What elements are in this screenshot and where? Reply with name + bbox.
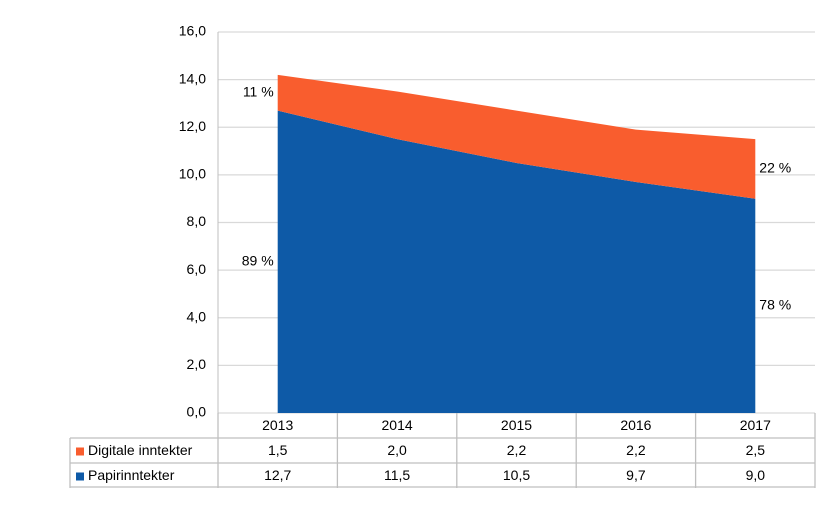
y-tick-label: 6,0 <box>187 261 207 277</box>
share-label: 78 % <box>759 297 791 313</box>
table-value: 2,5 <box>746 442 766 458</box>
table-value: 11,5 <box>384 467 410 483</box>
legend-swatch <box>76 472 84 481</box>
share-label: 89 % <box>242 252 274 268</box>
table-value: 12,7 <box>264 467 291 483</box>
y-tick-label: 10,0 <box>179 166 206 182</box>
x-tick-label: 2014 <box>382 417 413 433</box>
x-tick-label: 2015 <box>501 417 532 433</box>
x-tick-label: 2013 <box>262 417 293 433</box>
x-tick-label: 2016 <box>620 417 651 433</box>
table-value: 2,2 <box>626 442 646 458</box>
y-tick-label: 0,0 <box>187 404 207 420</box>
table-value: 1,5 <box>268 442 288 458</box>
y-tick-label: 16,0 <box>179 23 206 39</box>
area <box>277 74 756 199</box>
y-tick-label: 2,0 <box>187 356 207 372</box>
share-label: 22 % <box>759 160 791 176</box>
y-tick-label: 8,0 <box>187 213 207 229</box>
legend-swatch <box>76 447 84 456</box>
area <box>277 110 756 414</box>
table-value: 2,2 <box>507 442 527 458</box>
x-tick-label: 2017 <box>740 417 771 433</box>
y-tick-label: 4,0 <box>187 308 207 324</box>
share-label: 11 % <box>243 83 274 99</box>
y-tick-label: 14,0 <box>179 70 206 86</box>
legend-label: Digitale inntekter <box>88 442 193 458</box>
table-value: 10,5 <box>503 467 530 483</box>
table-value: 2,0 <box>387 442 407 458</box>
y-tick-label: 12,0 <box>179 118 206 134</box>
table-value: 9,0 <box>746 467 766 483</box>
table-value: 9,7 <box>626 467 646 483</box>
legend-label: Papirinntekter <box>88 467 175 483</box>
